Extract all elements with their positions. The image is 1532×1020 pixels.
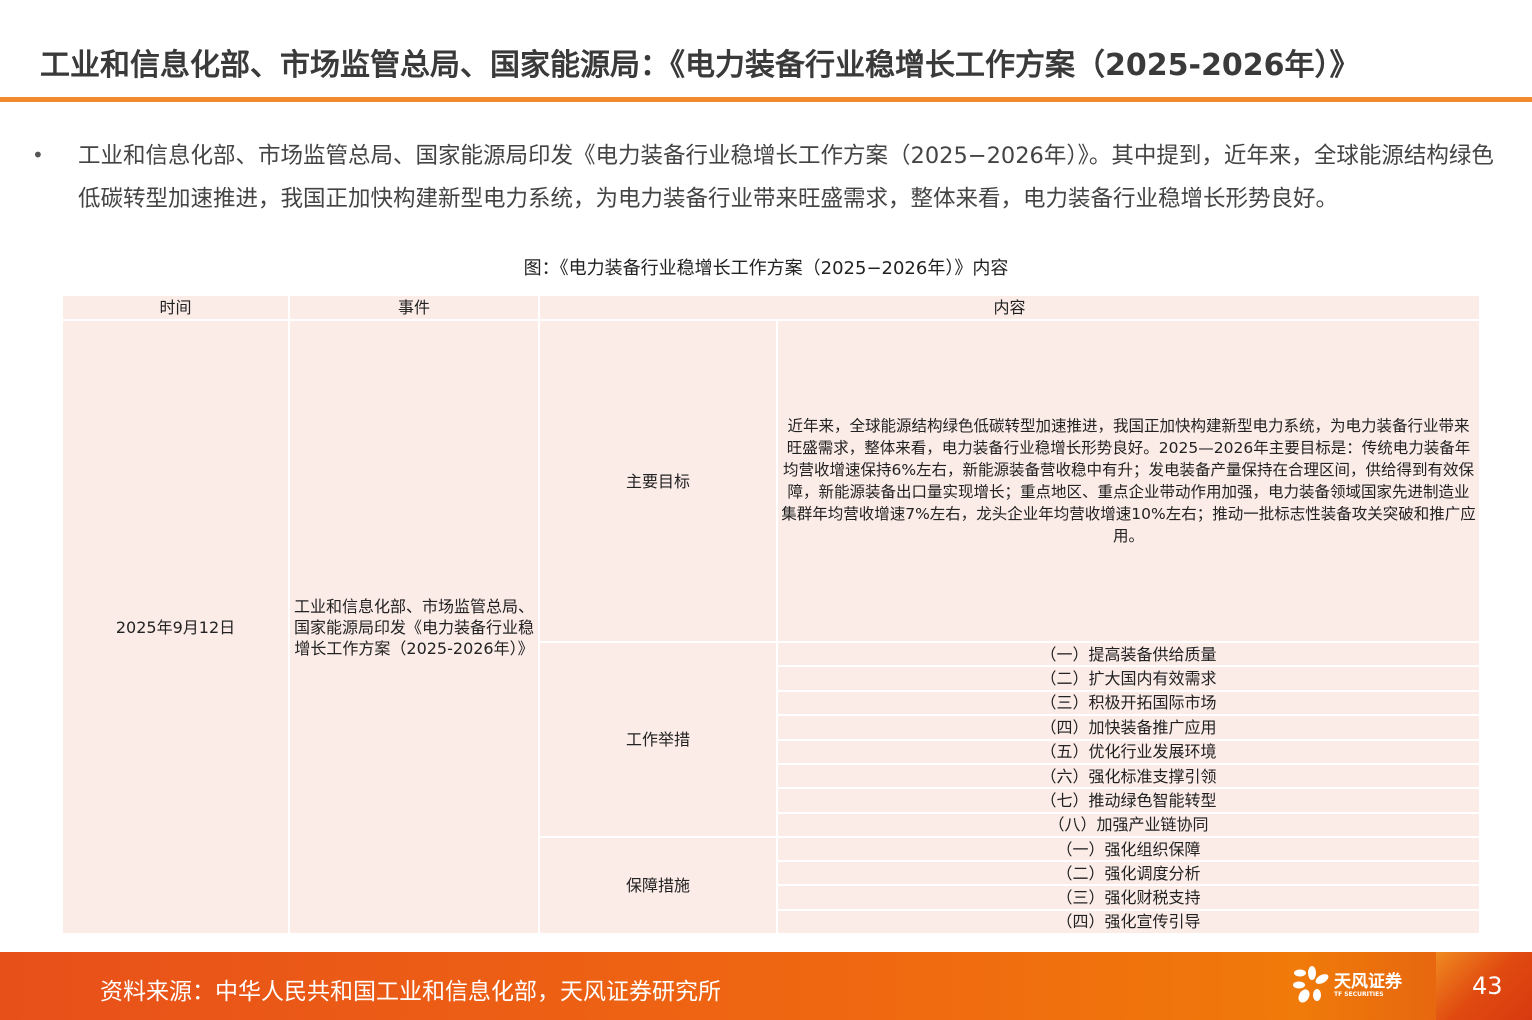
cell-guarantee-label: 保障措施: [540, 838, 776, 933]
measure-item: （三）积极开拓国际市场: [778, 691, 1479, 715]
cell-goal-label: 主要目标: [540, 321, 776, 641]
petal-logo-icon: [1293, 966, 1329, 1003]
figure-caption: 图：《电力装备行业稳增长工作方案（2025−2026年）》内容: [523, 258, 1009, 279]
guarantee-item: （二）强化调度分析: [778, 862, 1479, 885]
company-logo: 天风证券 TF SECURITIES: [1292, 965, 1402, 1005]
guarantee-item: （四）强化宣传引导: [778, 910, 1479, 933]
cell-time: 2025年9月12日: [63, 321, 288, 933]
guarantee-item: （一）强化组织保障: [778, 838, 1479, 861]
footer-bar: [0, 952, 1532, 1020]
guarantee-item: （三）强化财税支持: [778, 886, 1479, 909]
measure-item: （四）加快装备推广应用: [778, 716, 1479, 739]
cell-goal-text: 近年来，全球能源结构绿色低碳转型加速推进，我国正加快构建新型电力系统，为电力装备…: [778, 321, 1479, 641]
source-note: 资料来源：中华人民共和国工业和信息化部，天风证券研究所: [100, 979, 721, 1005]
measure-item: （一）提高装备供给质量: [778, 643, 1479, 666]
header-content: 内容: [540, 296, 1479, 319]
title-divider: [0, 97, 1532, 102]
measure-item: （二）扩大国内有效需求: [778, 667, 1479, 690]
measure-item: （六）强化标准支撑引领: [778, 765, 1479, 788]
bullet-marker: •: [32, 143, 44, 167]
logo-name: 天风证券: [1334, 971, 1402, 992]
cell-event: 工业和信息化部、市场监管总局、国家能源局印发《电力装备行业稳增长工作方案（202…: [290, 321, 538, 933]
page-number: 43: [1472, 972, 1503, 1000]
measure-item: （八）加强产业链协同: [778, 813, 1479, 837]
page-number-block: [1436, 952, 1532, 1020]
measure-item: （五）优化行业发展环境: [778, 740, 1479, 763]
summary-paragraph: 工业和信息化部、市场监管总局、国家能源局印发《电力装备行业稳增长工作方案（202…: [78, 143, 1494, 212]
page-title: 工业和信息化部、市场监管总局、国家能源局：《电力装备行业稳增长工作方案（2025…: [40, 48, 1360, 83]
measure-item: （七）推动绿色智能转型: [778, 789, 1479, 812]
logo-en: TF SECURITIES: [1334, 990, 1384, 998]
cell-measures-label: 工作举措: [540, 643, 776, 836]
header-event: 事件: [290, 296, 538, 319]
header-time: 时间: [63, 296, 288, 319]
